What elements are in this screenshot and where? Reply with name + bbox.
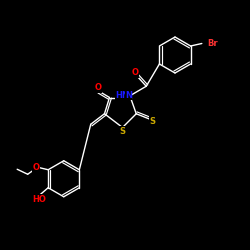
Text: N: N bbox=[125, 91, 132, 100]
Text: O: O bbox=[32, 163, 39, 172]
Text: O: O bbox=[94, 84, 101, 92]
Text: S: S bbox=[150, 117, 156, 126]
Text: S: S bbox=[120, 127, 126, 136]
Text: Br: Br bbox=[207, 39, 218, 48]
Text: HO: HO bbox=[32, 195, 46, 204]
Text: HN: HN bbox=[116, 90, 130, 100]
Text: O: O bbox=[132, 68, 139, 77]
